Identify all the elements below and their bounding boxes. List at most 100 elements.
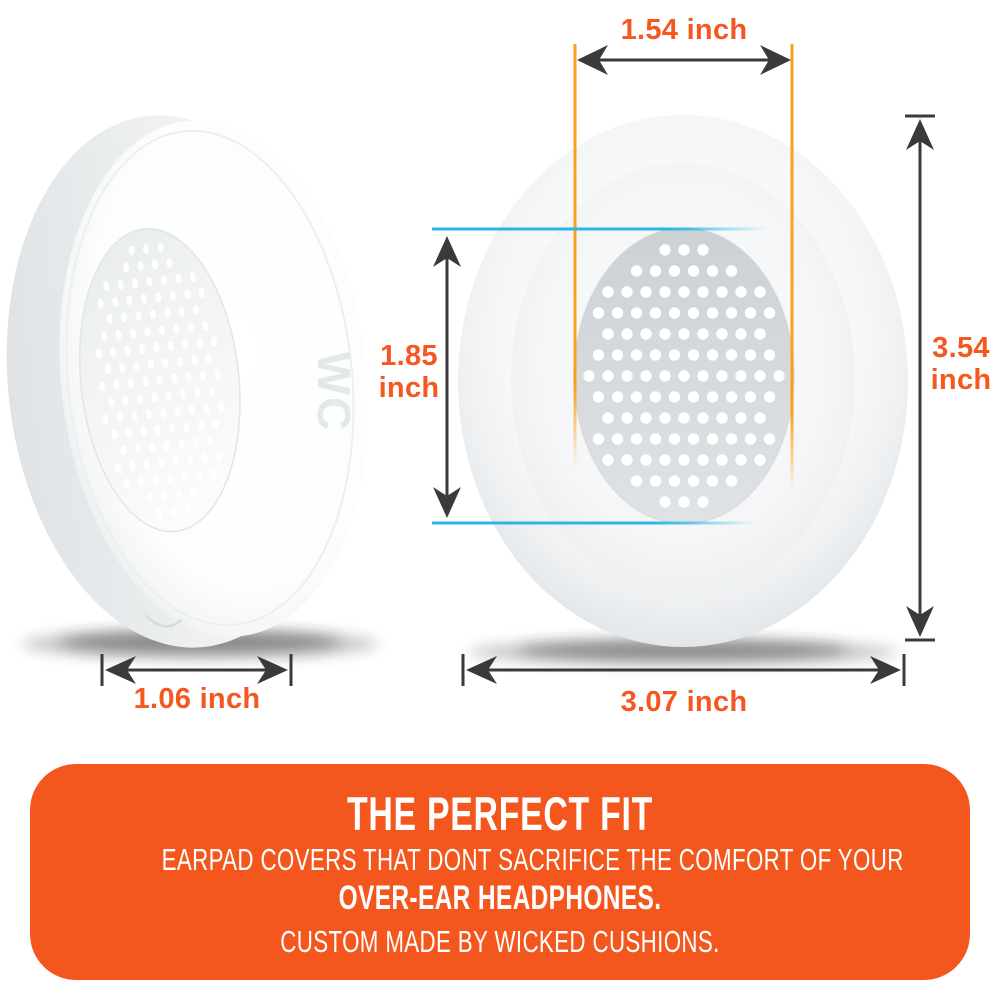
- speaker-hole: [196, 337, 203, 348]
- banner-subtitle: EARPAD COVERS THAT DONT SACRIFICE THE CO…: [161, 842, 904, 877]
- speaker-hole: [189, 405, 196, 415]
- speaker-hole: [592, 391, 605, 403]
- speaker-hole: [203, 403, 210, 414]
- speaker-hole: [198, 420, 205, 431]
- speaker-hole: [744, 433, 757, 445]
- speaker-hole: [140, 426, 147, 437]
- speaker-hole: [754, 370, 766, 382]
- speaker-hole: [115, 329, 122, 340]
- speaker-hole: [611, 307, 624, 319]
- speaker-hole: [735, 412, 747, 424]
- speaker-hole: [165, 390, 172, 401]
- speaker-hole: [142, 376, 149, 387]
- speaker-hole: [621, 412, 633, 424]
- speaker-hole: [214, 369, 221, 379]
- speaker-hole: [140, 293, 148, 304]
- speaker-hole: [687, 349, 700, 361]
- speaker-hole: [192, 437, 199, 448]
- left-earpad: WC: [6, 115, 378, 659]
- arrow-outer-width: [461, 654, 906, 686]
- speaker-hole: [678, 412, 690, 424]
- speaker-hole: [95, 348, 102, 359]
- speaker-hole: [630, 349, 643, 361]
- speaker-hole: [136, 393, 143, 404]
- speaker-hole: [189, 272, 196, 283]
- speaker-hole: [121, 312, 128, 323]
- speaker-hole: [128, 245, 135, 256]
- speaker-hole: [157, 242, 164, 253]
- speaker-hole: [194, 387, 201, 398]
- speaker-hole: [621, 454, 633, 466]
- speaker-hole: [135, 311, 142, 321]
- speaker-hole: [630, 433, 643, 445]
- speaker-hole: [176, 489, 183, 500]
- speaker-hole: [706, 349, 719, 361]
- speaker-hole: [173, 323, 180, 334]
- guide-amber-right: [790, 44, 794, 492]
- speaker-hole: [120, 445, 127, 456]
- speaker-hole: [687, 307, 700, 319]
- speaker-hole: [104, 364, 111, 374]
- speaker-hole: [154, 425, 161, 436]
- left-earpad-bottom-notch: [145, 614, 183, 628]
- speaker-hole: [158, 458, 165, 468]
- dimension-arrows: [100, 45, 935, 686]
- speaker-hole: [184, 289, 191, 300]
- speaker-hole: [181, 472, 188, 482]
- speaker-hole: [169, 290, 176, 301]
- speaker-hole: [602, 370, 614, 382]
- speaker-hole: [659, 412, 671, 424]
- speaker-hole: [754, 412, 766, 424]
- speaker-hole: [592, 307, 605, 319]
- speaker-hole: [123, 478, 130, 489]
- speaker-hole: [659, 496, 671, 508]
- speaker-hole: [668, 349, 681, 361]
- speaker-hole: [706, 433, 719, 445]
- speaker-hole: [209, 386, 216, 397]
- speaker-hole: [725, 265, 738, 277]
- speaker-hole: [132, 278, 139, 289]
- speaker-hole: [763, 307, 776, 319]
- speaker-hole: [134, 443, 141, 454]
- speaker-hole: [185, 505, 192, 515]
- speaker-hole: [206, 436, 214, 447]
- speaker-hole: [640, 454, 652, 466]
- speaker-hole: [649, 307, 662, 319]
- speaker-hole: [697, 370, 709, 382]
- speaker-hole: [175, 273, 182, 284]
- speaker-hole: [147, 492, 154, 503]
- speaker-hole: [687, 391, 700, 403]
- speaker-hole: [725, 307, 738, 319]
- speaker-hole: [735, 286, 747, 298]
- marketing-banner: THE PERFECT FIT EARPAD COVERS THAT DONT …: [30, 764, 970, 980]
- speaker-hole: [153, 342, 160, 353]
- speaker-hole: [621, 286, 633, 298]
- speaker-hole: [754, 328, 766, 340]
- speaker-hole: [137, 261, 144, 271]
- speaker-hole: [202, 320, 209, 331]
- speaker-hole: [102, 414, 109, 424]
- speaker-hole: [640, 328, 652, 340]
- left-earpad-stitch-ring: [65, 129, 355, 626]
- speaker-hole: [659, 328, 671, 340]
- speaker-hole: [149, 442, 156, 453]
- speaker-hole: [706, 265, 719, 277]
- speaker-hole: [649, 349, 662, 361]
- speaker-hole: [133, 361, 140, 371]
- right-earpad-shadow-core: [518, 640, 848, 660]
- right-earpad-speaker-holes: [583, 244, 785, 508]
- speaker-hole: [193, 305, 200, 315]
- speaker-hole: [592, 433, 605, 445]
- speaker-hole: [112, 297, 119, 307]
- speaker-hole: [185, 372, 192, 383]
- speaker-hole: [190, 487, 197, 498]
- speaker-hole: [735, 328, 747, 340]
- speaker-hole: [215, 452, 222, 462]
- speaker-hole: [161, 490, 168, 501]
- speaker-hole: [725, 433, 738, 445]
- speaker-hole: [167, 340, 174, 351]
- speaker-hole: [763, 349, 776, 361]
- arrow-outer-height: [905, 114, 935, 642]
